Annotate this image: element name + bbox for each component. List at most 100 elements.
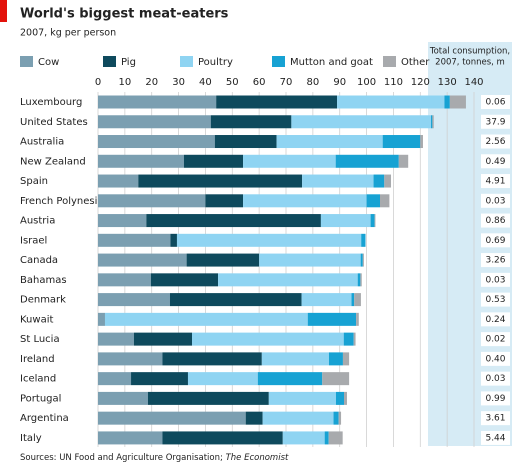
bar-segment xyxy=(268,391,336,405)
bar-segment xyxy=(382,135,421,149)
bar-segment xyxy=(98,95,217,109)
totals-value: 0.24 xyxy=(485,315,505,325)
bar-segment xyxy=(338,411,342,425)
bar-segment xyxy=(282,431,325,445)
bar-segment xyxy=(98,115,211,129)
category-label: Argentina xyxy=(20,413,69,424)
x-tick-label: 0 xyxy=(95,77,101,88)
bar-segment xyxy=(257,372,323,386)
bar-segment xyxy=(343,332,354,346)
legend-swatch xyxy=(103,56,116,67)
x-tick-label: 60 xyxy=(253,77,266,88)
totals-value: 0.40 xyxy=(485,354,505,364)
totals-cell xyxy=(481,430,510,445)
bar-segment xyxy=(104,312,308,326)
totals-cell xyxy=(481,391,510,406)
totals-value: 3.26 xyxy=(485,256,505,266)
bar-segment xyxy=(205,194,244,208)
bar-segment xyxy=(328,352,343,366)
bar-segment xyxy=(362,253,364,267)
bar-segment xyxy=(354,293,361,307)
bar-segment xyxy=(337,95,445,109)
bar-segment xyxy=(384,174,392,188)
totals-cell xyxy=(481,292,510,307)
bar-segment xyxy=(98,352,163,366)
bar-segment xyxy=(138,174,303,188)
bar-segment xyxy=(150,273,219,287)
bar-segment xyxy=(98,135,215,149)
totals-value: 0.69 xyxy=(485,236,505,246)
bar-segment xyxy=(146,214,321,228)
bar-segment xyxy=(449,95,466,109)
bar-segment xyxy=(444,95,450,109)
totals-value: 5.44 xyxy=(485,433,505,443)
bar-segment xyxy=(370,214,375,228)
bar-segment xyxy=(432,115,434,129)
source: Sources: UN Food and Agriculture Organis… xyxy=(20,453,289,463)
legend-swatch xyxy=(272,56,285,67)
totals-cell xyxy=(481,174,510,189)
bar-segment xyxy=(186,253,260,267)
bar-segment xyxy=(98,391,148,405)
x-tick-label: 20 xyxy=(145,77,158,88)
category-label: Iceland xyxy=(20,374,56,385)
bar-segment xyxy=(342,352,350,366)
bar-segment xyxy=(322,372,350,386)
bar-segment xyxy=(98,253,187,267)
category-label: French Polynesia xyxy=(20,196,104,207)
bar-segment xyxy=(98,194,206,208)
category-label: Spain xyxy=(20,176,48,187)
legend-swatch xyxy=(180,56,193,67)
x-tick-label: 30 xyxy=(172,77,185,88)
totals-cell xyxy=(481,312,510,327)
bar-segment xyxy=(245,411,263,425)
x-tick-label: 10 xyxy=(118,77,131,88)
category-label: Israel xyxy=(20,235,47,246)
legend-label: Mutton and goat xyxy=(290,57,373,68)
category-label: United States xyxy=(20,117,88,128)
bar-segment xyxy=(356,312,359,326)
bar-segment xyxy=(357,273,361,287)
totals-cell xyxy=(481,253,510,268)
totals-value: 0.99 xyxy=(485,394,505,404)
totals-cell xyxy=(481,332,510,347)
legend-label: Pig xyxy=(121,57,136,68)
bar-segment xyxy=(147,391,269,405)
category-label: Luxembourg xyxy=(20,97,82,108)
bar-segment xyxy=(301,293,352,307)
totals-cell xyxy=(481,371,510,386)
legend-swatch xyxy=(383,56,396,67)
category-label: Ireland xyxy=(20,354,55,365)
bar-segment xyxy=(374,214,376,228)
bar-segment xyxy=(243,194,367,208)
totals-cell xyxy=(481,411,510,426)
source-text: Sources: UN Food and Agriculture Organis… xyxy=(20,453,223,463)
category-label: Italy xyxy=(20,433,42,444)
totals-value: 2.56 xyxy=(485,137,505,147)
category-label: Denmark xyxy=(20,295,66,306)
bar-segment xyxy=(162,431,283,445)
totals-cell xyxy=(481,193,510,208)
bar-segment xyxy=(431,115,433,129)
totals-cell xyxy=(481,154,510,169)
totals-value: 0.03 xyxy=(485,196,505,206)
bar-segment xyxy=(98,214,147,228)
x-tick-label: 110 xyxy=(384,77,403,88)
bar-segment xyxy=(335,154,399,168)
bar-segment xyxy=(98,332,134,346)
totals-value: 0.03 xyxy=(485,374,505,384)
legend-label: Cow xyxy=(38,57,59,68)
totals-cell xyxy=(481,351,510,366)
bar-segment xyxy=(210,115,292,129)
totals-value: 4.91 xyxy=(485,177,505,187)
totals-value: 0.49 xyxy=(485,157,505,167)
bar-segment xyxy=(192,332,344,346)
x-tick-label: 70 xyxy=(280,77,293,88)
bar-segment xyxy=(351,293,355,307)
bar-segment xyxy=(361,233,366,247)
brand-tag xyxy=(0,0,7,22)
x-tick-label: 100 xyxy=(357,77,376,88)
totals-cell xyxy=(481,134,510,149)
bar-segment xyxy=(328,431,343,445)
